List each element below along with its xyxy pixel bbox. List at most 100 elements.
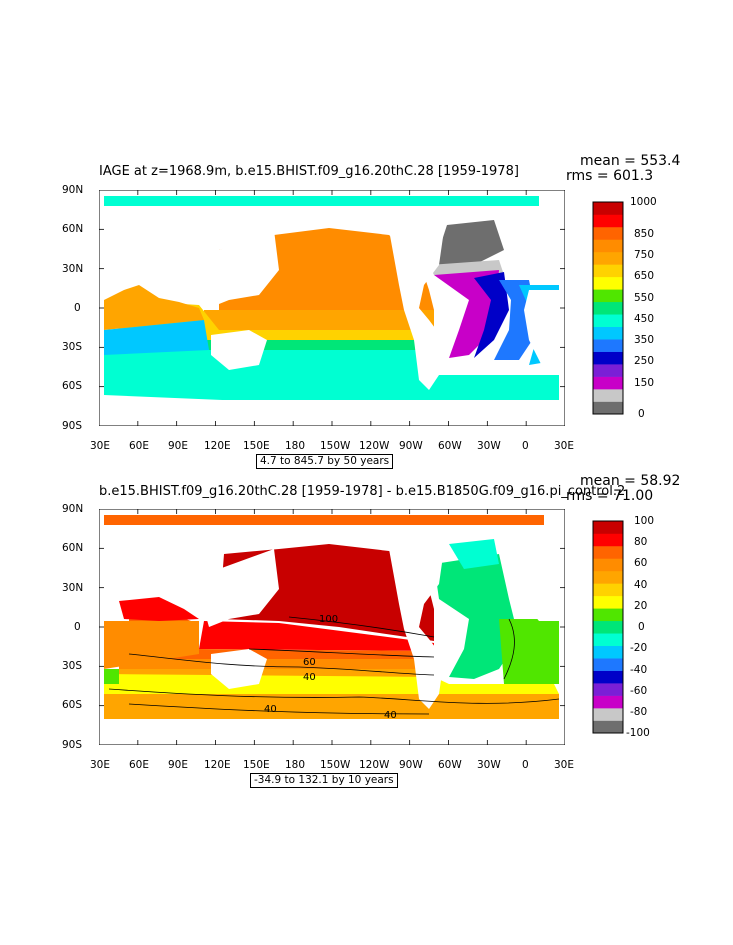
panel2-xtick: 30E <box>90 759 110 771</box>
panel1-cbar-label: 350 <box>634 334 655 346</box>
colorbar-swatch <box>593 570 623 584</box>
colorbar-swatch <box>593 608 623 622</box>
atlantic-green <box>434 554 519 679</box>
australia-land <box>211 330 267 370</box>
indian-red <box>119 597 199 621</box>
colorbar-swatch <box>593 620 623 634</box>
colorbar-swatch <box>593 264 623 278</box>
panel2-cbar-label: 60 <box>634 557 648 569</box>
panel2-cbar-label: -100 <box>626 727 650 739</box>
panel2-ytick: 90N <box>62 503 84 515</box>
colorbar-swatch <box>593 401 623 415</box>
americas-land <box>389 230 444 390</box>
panel2-mean: mean = 58.92 <box>580 473 681 489</box>
panel2-cbar-label: 0 <box>638 621 645 633</box>
panel2-xtick: 60E <box>129 759 149 771</box>
panel2-map: 100 60 40 40 40 <box>99 509 565 745</box>
indian-ocean <box>104 285 204 330</box>
panel1-cbar-label: 650 <box>634 270 655 282</box>
panel2-ytick: 30N <box>62 582 84 594</box>
panel1-xtick: 90E <box>168 440 188 452</box>
colorbar-swatch <box>593 251 623 265</box>
panel1-colorbar <box>592 201 624 415</box>
panel2-xtick: 90W <box>399 759 423 771</box>
panel1-ytick: 90S <box>62 420 83 432</box>
colorbar-swatch <box>593 558 623 572</box>
contour-line <box>288 616 435 638</box>
colorbar-swatch <box>593 720 623 734</box>
panel2-rms: rms = 71.00 <box>566 488 654 504</box>
panel2-cbar-label: 40 <box>634 579 648 591</box>
arctic-strip <box>104 515 544 525</box>
panel2-cbar-label: 100 <box>634 515 655 527</box>
panel1-ytick: 60N <box>62 223 84 235</box>
colorbar-frame <box>592 520 624 734</box>
panel1-xtick: 120W <box>359 440 390 452</box>
panel2-ytick: 60S <box>62 699 83 711</box>
panel2-xtick: 120E <box>204 759 231 771</box>
colorbar-swatch <box>593 633 623 647</box>
panel1-ytick: 30N <box>62 263 84 275</box>
colorbar-swatch <box>593 226 623 240</box>
panel2-cbar-label: -60 <box>630 685 648 697</box>
colorbar-swatch <box>593 326 623 340</box>
colorbar-swatch <box>593 239 623 253</box>
colorbar-swatch <box>593 595 623 609</box>
panel1-xtick: 30E <box>90 440 110 452</box>
panel1-cbar-label: 550 <box>634 292 655 304</box>
indian-orange <box>104 621 199 669</box>
atlantic-labrador <box>449 539 499 569</box>
colorbar-swatch <box>593 214 623 228</box>
colorbar-swatch <box>593 583 623 597</box>
panel1-rms: rms = 601.3 <box>566 168 654 184</box>
panel1-xtick: 150W <box>320 440 351 452</box>
panel1-cbar-label: 0 <box>638 408 645 420</box>
atlantic-south-green <box>499 619 559 684</box>
colorbar-swatch <box>593 695 623 709</box>
atlantic-labrador <box>434 220 504 265</box>
colorbar-swatch <box>593 645 623 659</box>
pacific-tropics-band <box>204 310 434 330</box>
contour-line <box>248 648 435 658</box>
colorbar-swatch <box>593 545 623 559</box>
panel1-range-note: 4.7 to 845.7 by 50 years <box>256 454 394 469</box>
panel1-xtick: 90W <box>399 440 423 452</box>
atlantic-blue <box>474 272 509 358</box>
panel1-cbar-label: 1000 <box>630 196 657 208</box>
panel2-cbar-label: 80 <box>634 536 648 548</box>
africa-land <box>524 290 564 370</box>
panel2-xtick: 150E <box>243 759 270 771</box>
arctic-strip <box>104 196 539 206</box>
panel1-xtick: 0 <box>522 440 529 452</box>
panel2-ytick: 90S <box>62 739 83 751</box>
indian-green <box>104 669 119 684</box>
panel1-cbar-label: 450 <box>634 313 655 325</box>
panel1-map <box>99 190 565 426</box>
panel2-range-note: -34.9 to 132.1 by 10 years <box>250 773 398 788</box>
panel2-xtick: 30W <box>477 759 501 771</box>
panel2-cbar-label: -40 <box>630 664 648 676</box>
panel1-cbar-label: 750 <box>634 249 655 261</box>
panel1-mean: mean = 553.4 <box>580 153 681 169</box>
panel2-colorbar <box>592 520 624 734</box>
panel2-cbar-label: 20 <box>634 600 648 612</box>
contour-line <box>128 703 430 715</box>
colorbar-swatch <box>593 389 623 402</box>
panel1-xtick: 60E <box>129 440 149 452</box>
southern-orange <box>104 694 559 719</box>
colorbar-swatch <box>593 376 623 390</box>
colorbar-swatch <box>593 301 623 315</box>
colorbar-swatch <box>593 683 623 696</box>
panel1-ytick: 60S <box>62 380 83 392</box>
contour-label: 40 <box>384 710 397 721</box>
contour-label: 40 <box>303 672 316 683</box>
panel2-xtick: 0 <box>522 759 529 771</box>
contour-label: 40 <box>264 704 277 715</box>
panel1-ytick: 30S <box>62 341 83 353</box>
africa-land <box>529 609 564 621</box>
panel2-xtick: 60W <box>438 759 462 771</box>
panel2-xtick: 180 <box>285 759 306 771</box>
colorbar-swatch <box>593 670 623 684</box>
colorbar-swatch <box>593 289 623 303</box>
panel2-title: b.e15.BHIST.f09_g16.20thC.28 [1959-1978]… <box>99 484 626 499</box>
